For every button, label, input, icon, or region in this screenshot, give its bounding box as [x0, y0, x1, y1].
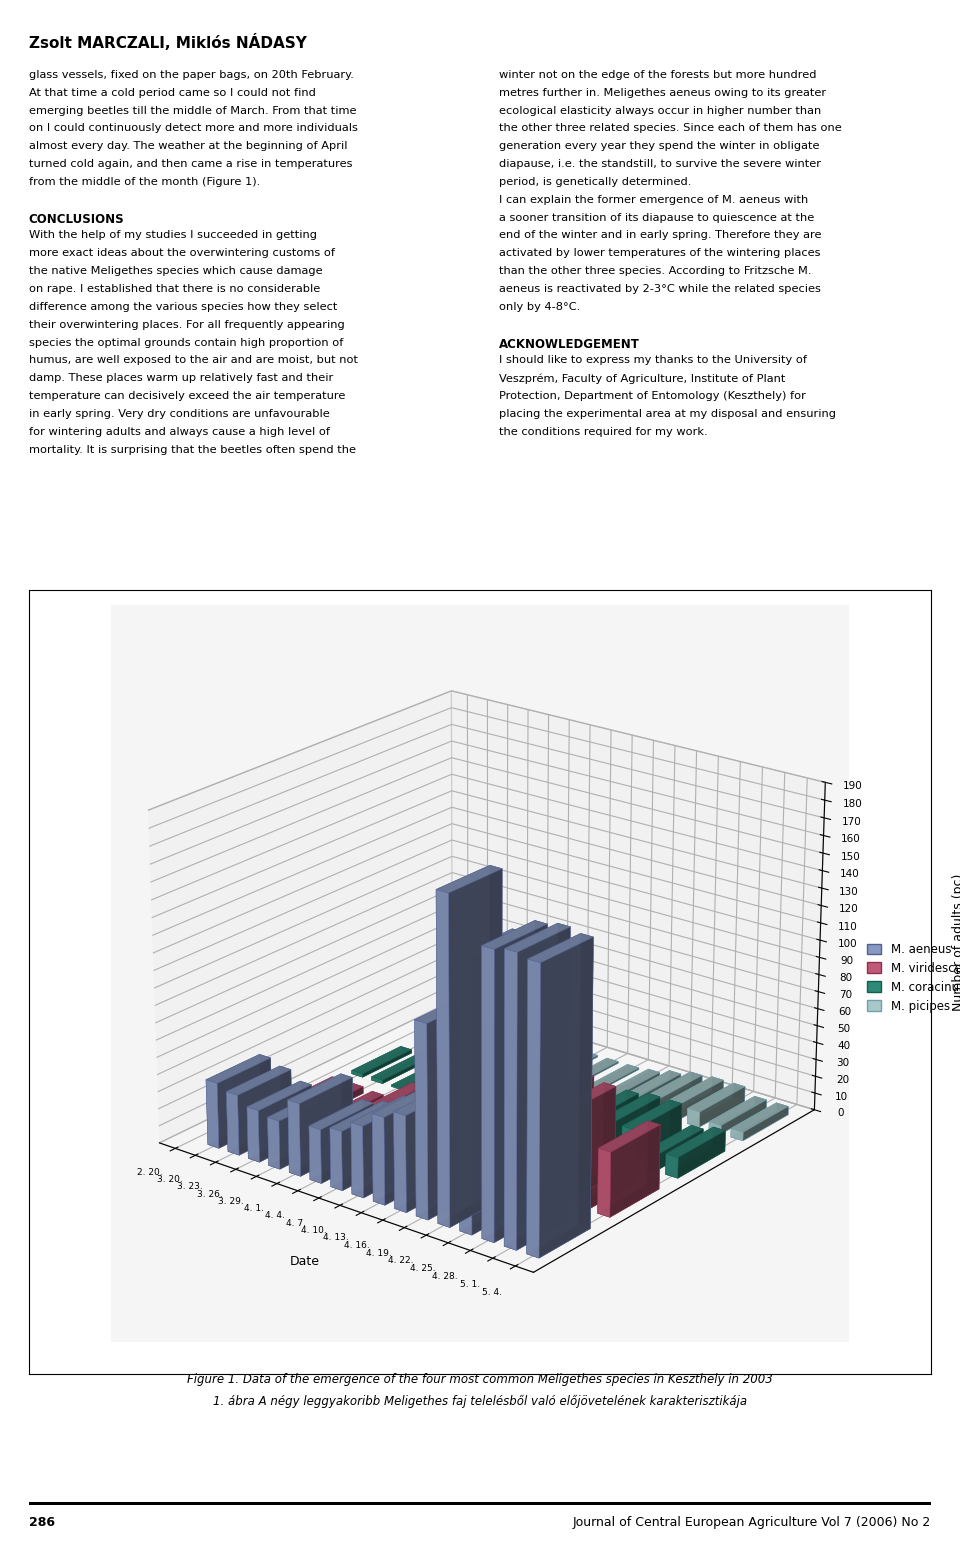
Text: I can explain the former emergence of M. aeneus with: I can explain the former emergence of M.… [499, 196, 808, 205]
Text: metres further in. Meligethes aeneus owing to its greater: metres further in. Meligethes aeneus owi… [499, 88, 827, 98]
Text: With the help of my studies I succeeded in getting: With the help of my studies I succeeded … [29, 231, 317, 241]
Text: difference among the various species how they select: difference among the various species how… [29, 301, 337, 312]
Text: generation every year they spend the winter in obligate: generation every year they spend the win… [499, 141, 820, 151]
Text: Protection, Department of Entomology (Keszthely) for: Protection, Department of Entomology (Ke… [499, 391, 806, 400]
Text: emerging beetles till the middle of March. From that time: emerging beetles till the middle of Marc… [29, 106, 356, 115]
Text: for wintering adults and always cause a high level of: for wintering adults and always cause a … [29, 427, 330, 436]
X-axis label: Date: Date [290, 1256, 320, 1268]
Text: Journal of Central European Agriculture Vol 7 (2006) No 2: Journal of Central European Agriculture … [573, 1516, 931, 1529]
Text: on I could continuously detect more and more individuals: on I could continuously detect more and … [29, 124, 358, 133]
Text: the conditions required for my work.: the conditions required for my work. [499, 427, 708, 436]
Text: more exact ideas about the overwintering customs of: more exact ideas about the overwintering… [29, 248, 335, 258]
Text: a sooner transition of its diapause to quiescence at the: a sooner transition of its diapause to q… [499, 213, 814, 222]
Text: almost every day. The weather at the beginning of April: almost every day. The weather at the beg… [29, 141, 348, 151]
Text: winter not on the edge of the forests but more hundred: winter not on the edge of the forests bu… [499, 70, 817, 79]
Text: turned cold again, and then came a rise in temperatures: turned cold again, and then came a rise … [29, 160, 352, 169]
Text: aeneus is reactivated by 2-3°C while the related species: aeneus is reactivated by 2-3°C while the… [499, 284, 821, 293]
Text: ACKNOWLEDGEMENT: ACKNOWLEDGEMENT [499, 338, 640, 351]
Text: ecological elasticity always occur in higher number than: ecological elasticity always occur in hi… [499, 106, 822, 115]
Text: At that time a cold period came so I could not find: At that time a cold period came so I cou… [29, 88, 316, 98]
Text: activated by lower temperatures of the wintering places: activated by lower temperatures of the w… [499, 248, 821, 258]
Text: diapause, i.e. the standstill, to survive the severe winter: diapause, i.e. the standstill, to surviv… [499, 160, 821, 169]
Text: than the other three species. According to Fritzsche M.: than the other three species. According … [499, 267, 812, 276]
Text: glass vessels, fixed on the paper bags, on 20th February.: glass vessels, fixed on the paper bags, … [29, 70, 353, 79]
Text: humus, are well exposed to the air and are moist, but not: humus, are well exposed to the air and a… [29, 355, 358, 365]
Text: their overwintering places. For all frequently appearing: their overwintering places. For all freq… [29, 320, 345, 329]
Text: Zsolt MARCZALI, Miklós NÁDASY: Zsolt MARCZALI, Miklós NÁDASY [29, 34, 306, 51]
Text: the other three related species. Since each of them has one: the other three related species. Since e… [499, 124, 842, 133]
Text: from the middle of the month (Figure 1).: from the middle of the month (Figure 1). [29, 177, 260, 186]
Text: on rape. I established that there is no considerable: on rape. I established that there is no … [29, 284, 320, 293]
Legend: M. aeneus, M. viridescens, M. coracinus, M. picipes: M. aeneus, M. viridescens, M. coracinus,… [867, 944, 960, 1012]
Text: species the optimal grounds contain high proportion of: species the optimal grounds contain high… [29, 338, 343, 348]
Text: 286: 286 [29, 1516, 55, 1529]
Text: in early spring. Very dry conditions are unfavourable: in early spring. Very dry conditions are… [29, 410, 329, 419]
Text: period, is genetically determined.: period, is genetically determined. [499, 177, 691, 186]
Text: mortality. It is surprising that the beetles often spend the: mortality. It is surprising that the bee… [29, 444, 356, 455]
Text: damp. These places warm up relatively fast and their: damp. These places warm up relatively fa… [29, 374, 333, 383]
Text: Figure 1. Data of the emergence of the four most common Meligethes species in Ke: Figure 1. Data of the emergence of the f… [187, 1374, 773, 1386]
Text: temperature can decisively exceed the air temperature: temperature can decisively exceed the ai… [29, 391, 346, 400]
Text: 1. ábra A négy leggyakoribb Meligethes faj telelésből való előjövetelének karakt: 1. ábra A négy leggyakoribb Meligethes f… [213, 1394, 747, 1408]
Text: I should like to express my thanks to the University of: I should like to express my thanks to th… [499, 355, 807, 365]
Text: placing the experimental area at my disposal and ensuring: placing the experimental area at my disp… [499, 410, 836, 419]
Text: CONCLUSIONS: CONCLUSIONS [29, 213, 125, 225]
Text: Veszprém, Faculty of Agriculture, Institute of Plant: Veszprém, Faculty of Agriculture, Instit… [499, 374, 785, 383]
Text: only by 4-8°C.: only by 4-8°C. [499, 301, 581, 312]
Text: end of the winter and in early spring. Therefore they are: end of the winter and in early spring. T… [499, 231, 822, 241]
Text: the native Meligethes species which cause damage: the native Meligethes species which caus… [29, 267, 323, 276]
